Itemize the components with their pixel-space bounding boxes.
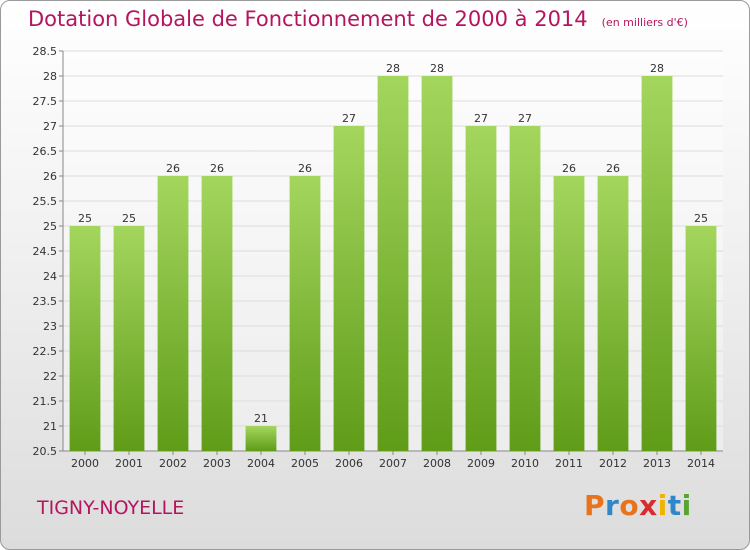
data-label: 27 [518, 112, 532, 125]
chart-unit: (en milliers d'€) [601, 16, 688, 29]
logo-letter: P [584, 489, 606, 522]
y-tick-label: 21.5 [33, 395, 58, 408]
data-label: 25 [694, 212, 708, 225]
bar [641, 76, 673, 451]
x-tick-label: 2001 [115, 457, 143, 470]
logo-letter: r [605, 489, 620, 522]
y-tick-label: 25 [43, 220, 57, 233]
y-tick-label: 28 [43, 70, 57, 83]
data-label: 26 [562, 162, 576, 175]
commune-name: TIGNY-NOYELLE [37, 497, 185, 519]
y-tick-label: 24.5 [33, 245, 58, 258]
y-tick-label: 22.5 [33, 345, 58, 358]
x-tick-label: 2014 [687, 457, 715, 470]
bar [465, 126, 497, 451]
y-tick-label: 20.5 [33, 445, 58, 458]
bar [333, 126, 365, 451]
data-label: 26 [166, 162, 180, 175]
x-tick-label: 2003 [203, 457, 231, 470]
data-label: 21 [254, 412, 268, 425]
logo-letter: o [619, 489, 640, 522]
y-tick-label: 28.5 [33, 45, 58, 58]
x-tick-label: 2008 [423, 457, 451, 470]
x-tick-label: 2010 [511, 457, 539, 470]
x-tick-label: 2002 [159, 457, 187, 470]
x-tick-label: 2004 [247, 457, 275, 470]
bar [69, 226, 101, 451]
logo-letter: i [681, 489, 692, 522]
y-tick-label: 26.5 [33, 145, 58, 158]
data-label: 26 [210, 162, 224, 175]
data-label: 25 [78, 212, 92, 225]
data-label: 25 [122, 212, 136, 225]
x-tick-label: 2012 [599, 457, 627, 470]
data-label: 28 [430, 62, 444, 75]
data-label: 27 [342, 112, 356, 125]
bar [597, 176, 629, 451]
data-label: 26 [298, 162, 312, 175]
y-tick-label: 27.5 [33, 95, 58, 108]
chart-title: Dotation Globale de Fonctionnement de 20… [28, 7, 588, 31]
data-label: 27 [474, 112, 488, 125]
logo-letter: i [657, 489, 668, 522]
x-tick-label: 2006 [335, 457, 363, 470]
y-tick-label: 23 [43, 320, 57, 333]
data-label: 28 [386, 62, 400, 75]
bar [421, 76, 453, 451]
bar [245, 426, 277, 451]
y-tick-label: 22 [43, 370, 57, 383]
bar [553, 176, 585, 451]
x-tick-label: 2007 [379, 457, 407, 470]
y-tick-label: 23.5 [33, 295, 58, 308]
data-label: 28 [650, 62, 664, 75]
x-tick-label: 2013 [643, 457, 671, 470]
logo-letter: x [639, 489, 658, 522]
x-tick-label: 2000 [71, 457, 99, 470]
x-tick-label: 2011 [555, 457, 583, 470]
x-tick-label: 2009 [467, 457, 495, 470]
logo-letter: t [667, 489, 682, 522]
title-block: Dotation Globale de Fonctionnement de 20… [28, 7, 688, 31]
bar [685, 226, 717, 451]
bar [201, 176, 233, 451]
data-labels: 25 25 26 26 21 26 27 28 28 27 27 26 26 28 25 [78, 62, 708, 425]
data-label: 26 [606, 162, 620, 175]
bar [157, 176, 189, 451]
y-tick-label: 24 [43, 270, 57, 283]
y-tick-label: 27 [43, 120, 57, 133]
bars [69, 76, 717, 451]
x-tick-label: 2005 [291, 457, 319, 470]
y-tick-label: 25.5 [33, 195, 58, 208]
bar [289, 176, 321, 451]
y-tick-label: 26 [43, 170, 57, 183]
bar [509, 126, 541, 451]
proxiti-logo[interactable]: Proxiti [584, 489, 692, 522]
bar [377, 76, 409, 451]
bar [113, 226, 145, 451]
y-tick-label: 21 [43, 420, 57, 433]
